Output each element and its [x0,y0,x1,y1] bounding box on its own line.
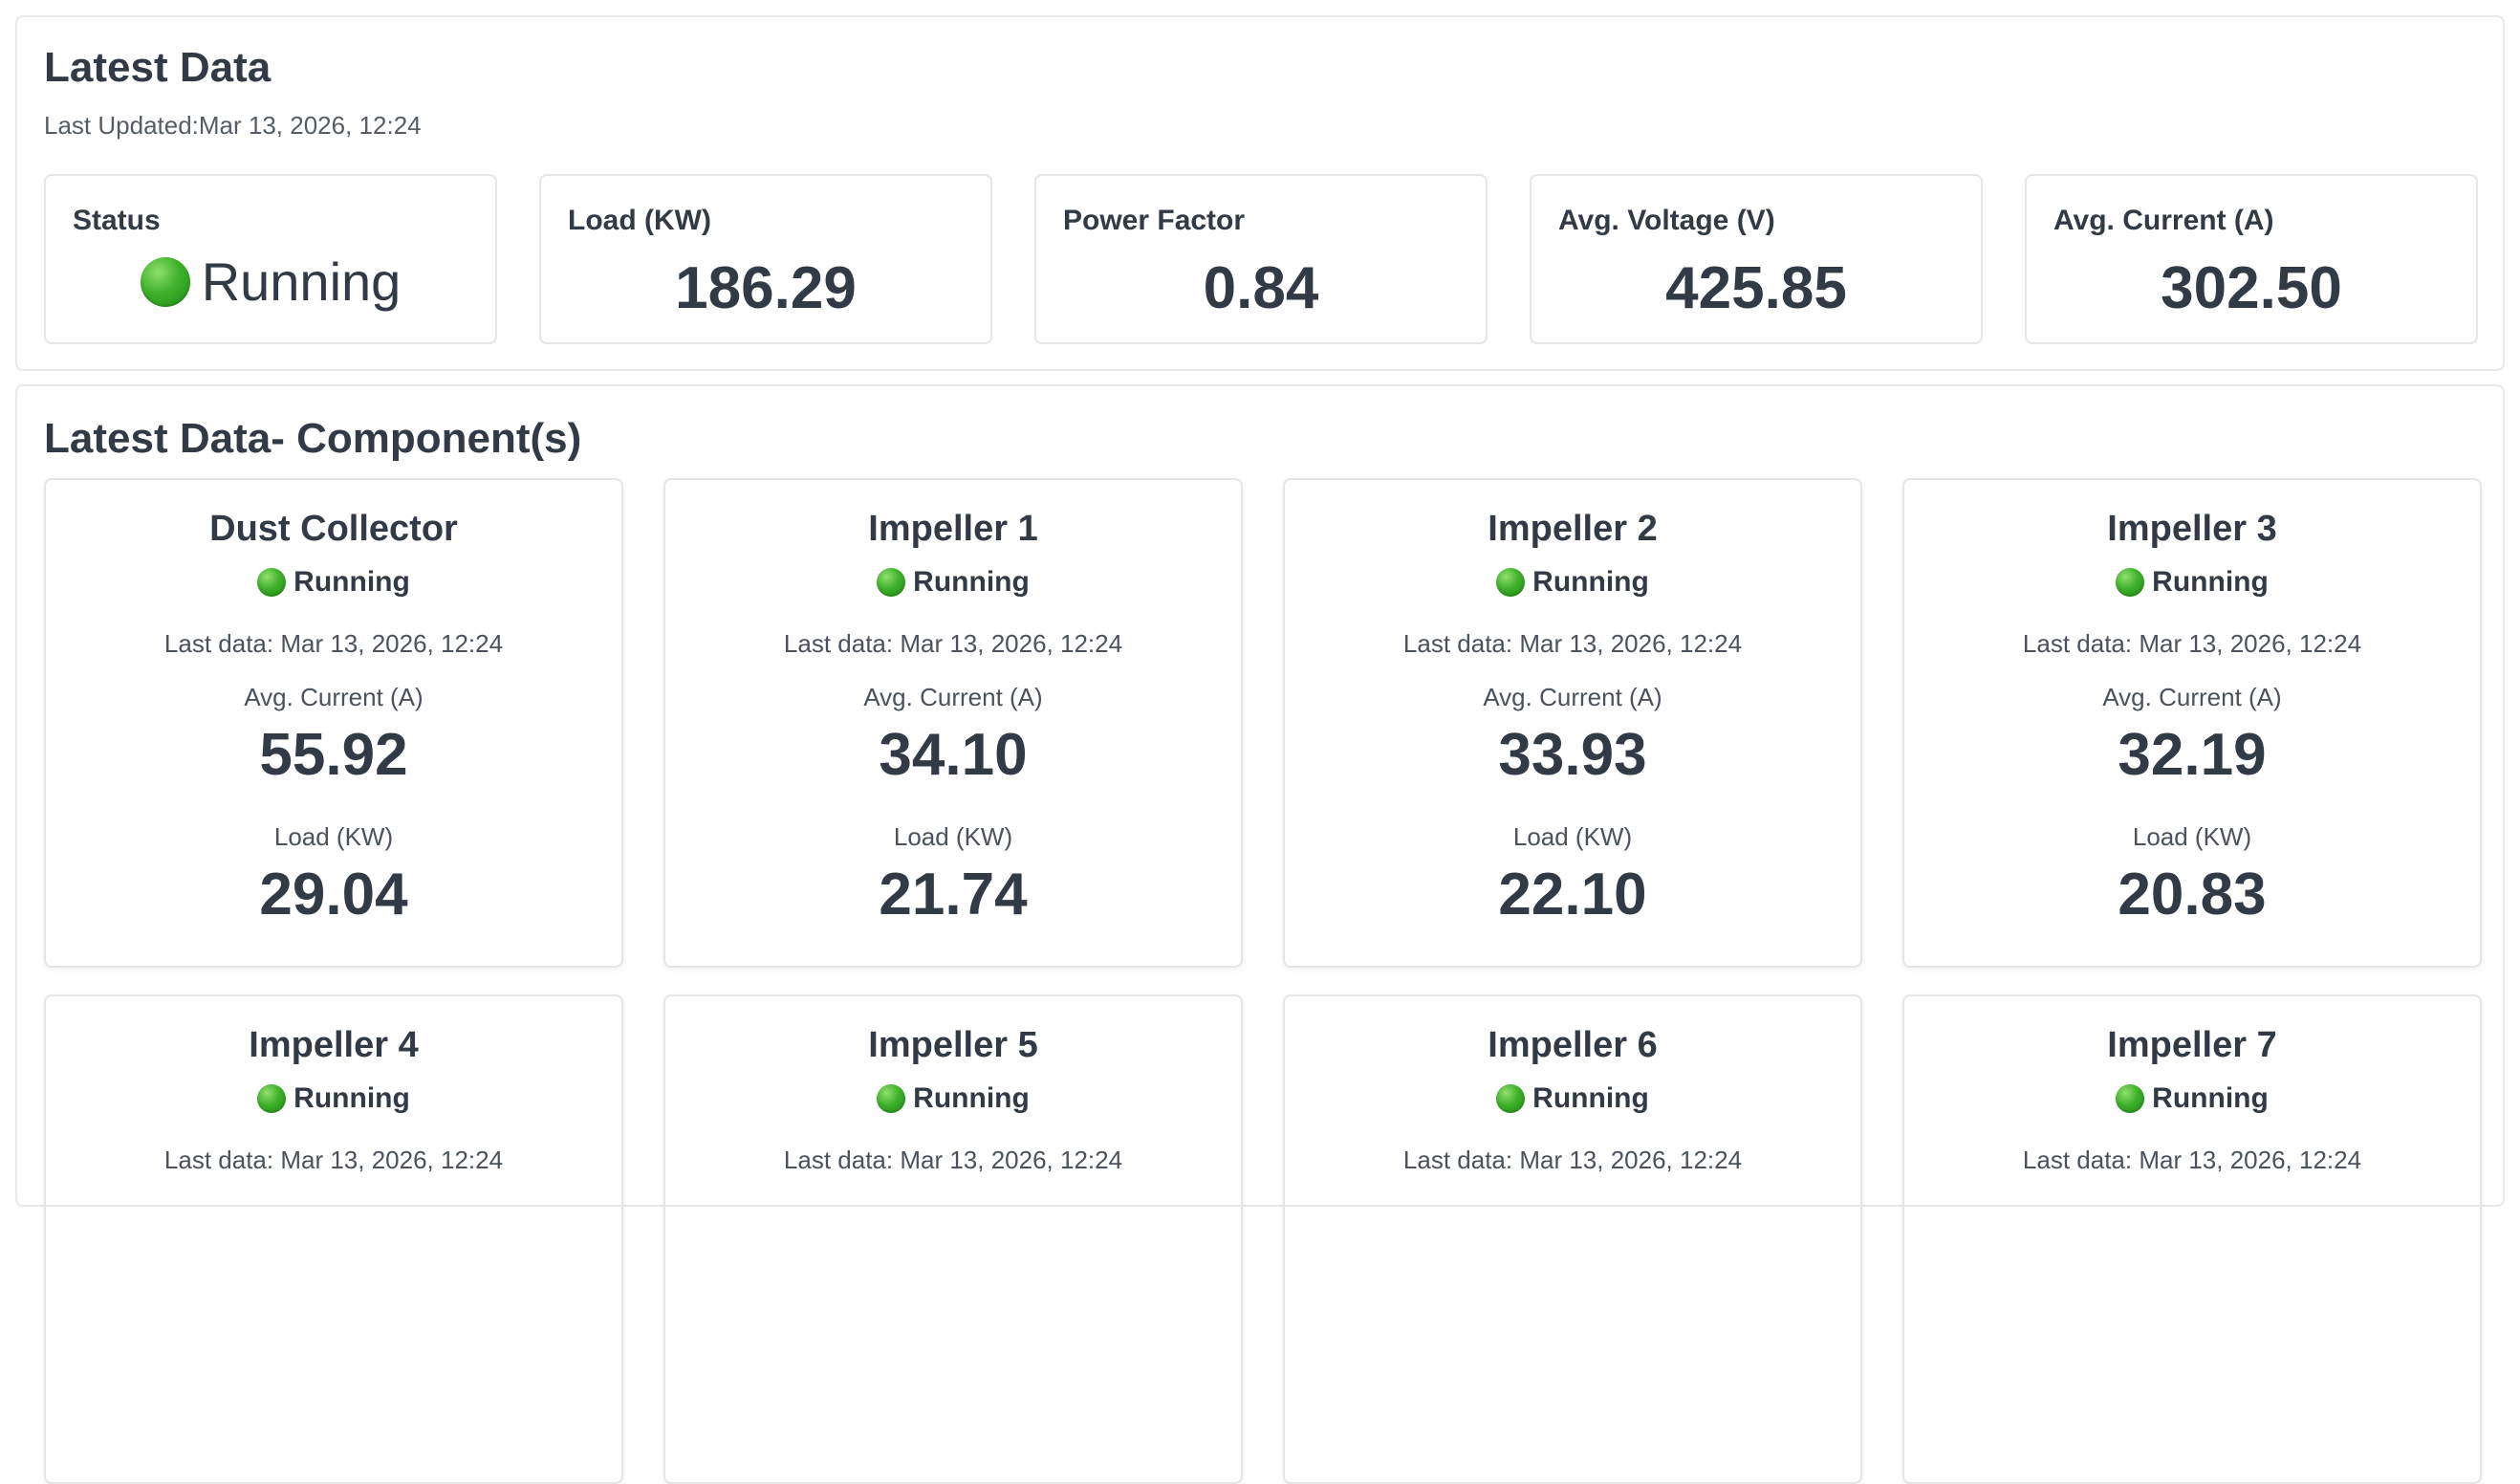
status-text: Running [913,1082,1030,1114]
current-label: Avg. Current (A) [1483,683,1662,711]
current-value: 34.10 [879,722,1028,788]
green-circle-icon [2116,568,2145,597]
component-status: Running [46,1082,621,1115]
load-label: Load (KW) [893,822,1013,851]
green-circle-icon [1496,1084,1526,1113]
component-name: Dust Collector [209,509,458,549]
status-text: Running [293,566,410,598]
last-updated-value: Mar 13, 2026, 12:24 [198,111,422,140]
load-label: Load (KW) [273,822,394,851]
status-text: Running [201,251,402,312]
component-name: Impeller 1 [868,509,1038,549]
component-status: Running [665,566,1241,599]
status-text: Running [913,566,1030,598]
kpi-status-value: Running [46,251,495,313]
component-last-data: Last data: Mar 13, 2026, 12:24 [2022,1146,2362,1174]
kpi-card-power-factor: Power Factor 0.84 [1034,174,1488,344]
green-circle-icon [140,256,190,307]
kpi-card-load: Load (KW) 186.29 [539,174,992,344]
status-text: Running [1532,566,1649,598]
component-status: Running [1285,566,1860,599]
green-circle-icon [877,1084,906,1113]
kpi-row: Status Running Load (KW) 186.29 Power Fa… [44,174,2478,344]
latest-data-panel: Latest Data Last Updated:Mar 13, 2026, 1… [15,15,2505,371]
component-status: Running [1904,1082,2480,1115]
kpi-label: Status [73,205,161,236]
kpi-card-current: Avg. Current (A) 302.50 [2025,174,2478,344]
component-card-impeller-3: Impeller 3 Running Last data: Mar 13, 20… [1902,478,2482,968]
kpi-card-status: Status Running [44,174,497,344]
latest-data-title: Latest Data [44,44,272,91]
current-label: Avg. Current (A) [244,683,424,711]
kpi-label: Avg. Voltage (V) [1558,205,1775,236]
load-label: Load (KW) [1512,822,1633,851]
status-text: Running [2152,1082,2269,1114]
load-value: 22.10 [1498,862,1647,928]
component-card-impeller-7: Impeller 7 Running Last data: Mar 13, 20… [1902,994,2482,1484]
kpi-label: Load (KW) [568,205,711,236]
component-card-impeller-1: Impeller 1 Running Last data: Mar 13, 20… [663,478,1243,968]
components-panel: Latest Data- Component(s) Dust Collector… [15,384,2505,1484]
load-label: Load (KW) [2132,822,2252,851]
kpi-value: 186.29 [675,255,857,321]
status-text: Running [2152,566,2269,598]
green-circle-icon [877,568,906,597]
current-value: 33.93 [1498,722,1647,788]
component-status: Running [1285,1082,1860,1115]
kpi-label: Avg. Current (A) [2053,205,2274,236]
current-value: 55.92 [259,722,408,788]
current-value: 32.19 [2118,722,2267,788]
component-card-impeller-2: Impeller 2 Running Last data: Mar 13, 20… [1283,478,1862,968]
component-last-data: Last data: Mar 13, 2026, 12:24 [783,629,1123,658]
component-last-data: Last data: Mar 13, 2026, 12:24 [1402,1146,1743,1174]
kpi-card-voltage: Avg. Voltage (V) 425.85 [1530,174,1983,344]
component-status: Running [46,566,621,599]
kpi-value: 0.84 [1203,255,1319,321]
kpi-label: Power Factor [1063,205,1246,236]
component-card-dust-collector: Dust Collector Running Last data: Mar 13… [44,478,623,968]
components-title: Latest Data- Component(s) [44,415,582,462]
component-card-impeller-4: Impeller 4 Running Last data: Mar 13, 20… [44,994,623,1484]
component-last-data: Last data: Mar 13, 2026, 12:24 [163,629,504,658]
green-circle-icon [2116,1084,2145,1113]
kpi-value: 302.50 [2161,255,2342,321]
current-label: Avg. Current (A) [863,683,1043,711]
component-last-data: Last data: Mar 13, 2026, 12:24 [163,1146,504,1174]
component-last-data: Last data: Mar 13, 2026, 12:24 [783,1146,1123,1174]
kpi-value: 425.85 [1665,255,1847,321]
component-status: Running [1904,566,2480,599]
status-text: Running [1532,1082,1649,1114]
green-circle-icon [257,1084,287,1113]
component-name: Impeller 3 [2107,509,2277,549]
component-name: Impeller 7 [2107,1025,2277,1065]
last-updated: Last Updated:Mar 13, 2026, 12:24 [44,111,422,141]
component-grid: Dust Collector Running Last data: Mar 13… [44,478,2482,1484]
component-card-impeller-6: Impeller 6 Running Last data: Mar 13, 20… [1283,994,1862,1484]
component-card-impeller-5: Impeller 5 Running Last data: Mar 13, 20… [663,994,1243,1484]
current-label: Avg. Current (A) [2102,683,2282,711]
component-name: Impeller 6 [1488,1025,1658,1065]
component-name: Impeller 5 [868,1025,1038,1065]
component-name: Impeller 2 [1488,509,1658,549]
component-status: Running [665,1082,1241,1115]
status-text: Running [293,1082,410,1114]
component-last-data: Last data: Mar 13, 2026, 12:24 [1402,629,1743,658]
load-value: 21.74 [879,862,1028,928]
green-circle-icon [1496,568,1526,597]
load-value: 29.04 [259,862,408,928]
component-last-data: Last data: Mar 13, 2026, 12:24 [2022,629,2362,658]
load-value: 20.83 [2118,862,2267,928]
last-updated-label: Last Updated: [44,111,199,140]
green-circle-icon [257,568,287,597]
component-name: Impeller 4 [249,1025,419,1065]
